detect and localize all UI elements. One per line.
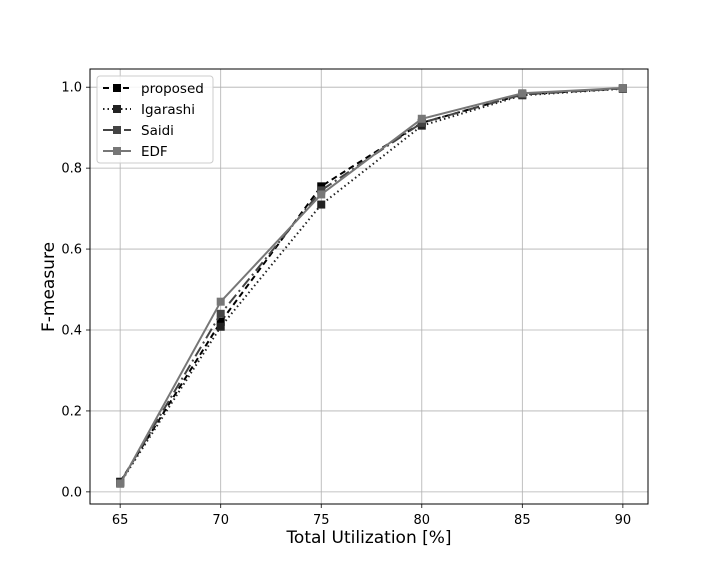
series-line [119,87,623,484]
data-point-marker [417,114,426,123]
legend-item: Saidi [103,123,174,139]
y-tick-label: 0.8 [61,162,82,177]
data-point-marker [417,118,426,127]
x-tick-label: 85 [514,513,531,528]
x-tick-label: 70 [212,513,229,528]
data-point-marker [317,190,326,199]
legend-item: proposed [103,81,204,97]
legend-label: Saidi [141,123,174,139]
legend-marker [113,84,121,92]
data-point-marker [216,322,225,331]
y-tick-label: 0.4 [61,324,82,339]
legend-item: EDF [103,144,168,160]
legend-marker [113,105,121,113]
y-tick-label: 1.0 [61,81,82,96]
data-point-marker [317,200,326,209]
legend-marker [113,126,121,134]
data-point-marker [618,84,627,93]
series-lines [116,84,627,488]
x-tick-label: 65 [112,513,129,528]
legend: proposed Igarashi Saidi EDF [96,75,214,164]
x-tick-label: 80 [414,513,431,528]
legend-label: Igarashi [141,102,195,118]
series-line [119,87,623,485]
series-edf [116,84,627,488]
legend-item: Igarashi [103,102,195,118]
data-point-marker [317,182,326,191]
plot-frame [89,68,649,505]
y-tick-label: 0.0 [61,485,82,500]
data-point-marker [317,186,326,195]
axis-ticks: 65 70 75 80 85 90 0.0 0.2 0.4 0.6 0.8 1.0 [61,81,631,528]
x-tick-label: 75 [313,513,330,528]
legend-label: EDF [141,144,168,160]
data-point-marker [116,479,125,488]
legend-marker [113,147,121,155]
y-axis-label: F-measure [39,242,59,332]
data-point-marker [216,297,225,306]
legend-box [96,75,214,164]
legend-label: proposed [141,81,204,97]
x-tick-label: 90 [615,513,632,528]
y-tick-label: 0.6 [61,243,82,258]
data-point-marker [216,309,225,318]
x-axis-label: Total Utilization [%] [285,528,451,548]
data-point-marker [216,317,225,326]
y-tick-label: 0.2 [61,404,82,419]
data-point-marker [518,89,527,98]
